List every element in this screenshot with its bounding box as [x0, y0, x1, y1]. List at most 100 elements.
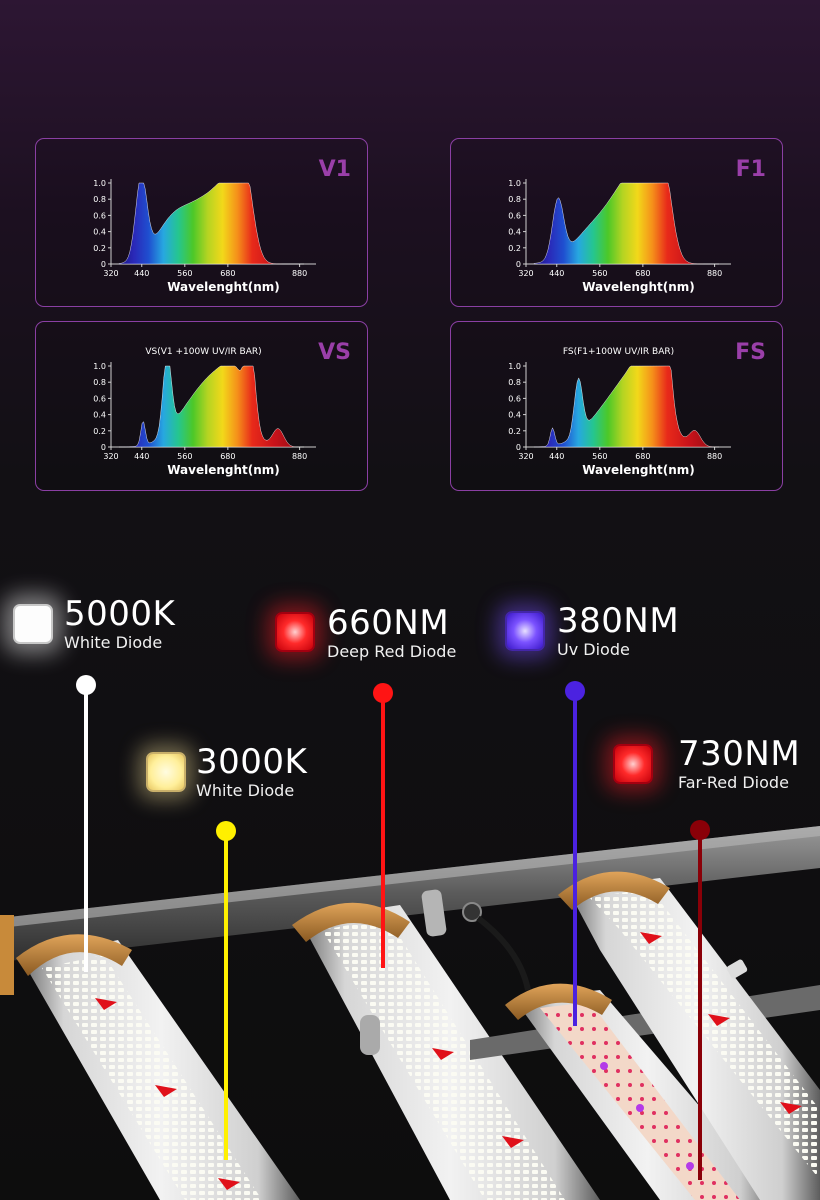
spectrum-curve	[533, 365, 720, 448]
x-tick-label: 680	[635, 452, 650, 461]
x-tick-label: 880	[292, 452, 307, 461]
x-tick-label: 560	[177, 269, 192, 278]
y-tick-label: 0	[101, 443, 106, 452]
x-axis-label: Wavelenght(nm)	[582, 280, 695, 294]
x-tick-label: 680	[220, 452, 235, 461]
y-tick-label: 0.8	[93, 195, 106, 204]
diode-value: 730NM	[678, 734, 801, 774]
light-bar-4	[558, 871, 820, 1200]
x-tick-label: 440	[134, 269, 149, 278]
diode-value: 380NM	[557, 601, 680, 641]
pin-line-730nm	[698, 830, 702, 1180]
diode-name: Far-Red Diode	[678, 773, 789, 792]
diode-label-660nm: 660NM Deep Red Diode	[327, 606, 456, 661]
x-tick-label: 560	[592, 269, 607, 278]
spectrum-curve	[118, 365, 304, 448]
diode-label-5000k: 5000K White Diode	[64, 597, 175, 652]
x-tick-label: 880	[707, 269, 722, 278]
y-tick-label: 1.0	[93, 362, 106, 371]
spectrum-chart: VS(V1 +100W UV/IR BAR) 1.0 0.8 0.6 0.4 0.2 032…	[93, 347, 316, 477]
diode-name: White Diode	[196, 781, 295, 800]
pin-dot-3000k	[216, 821, 236, 841]
x-tick-label: 320	[103, 269, 118, 278]
x-tick-label: 320	[518, 452, 533, 461]
spectrum-curve	[533, 182, 719, 265]
panel-tag: VS	[318, 340, 351, 365]
spectrum-chart: FS(F1+100W UV/IR BAR) 1.0 0.8 0.6 0.4 0.2 0320…	[508, 347, 731, 477]
light-bar-2	[292, 902, 600, 1200]
y-tick-label: 0	[516, 443, 521, 452]
x-tick-label: 680	[220, 269, 235, 278]
x-tick-label: 320	[518, 269, 533, 278]
panel-tag: V1	[318, 157, 351, 182]
pin-dot-380nm	[565, 681, 585, 701]
diode-chip-380nm	[505, 611, 545, 651]
spectrum-panel-vs: VS VS(V1 +100W UV/IR BAR) 1.0 0.8 0.6 0.4 0.2…	[35, 321, 368, 491]
y-tick-label: 0.6	[508, 394, 521, 403]
spectrum-panel-f1: F1 1.0 0.8 0.6 0.4 0.2 0 320 440 560 680 880 Wavele…	[450, 138, 783, 307]
y-tick-label: 1.0	[93, 179, 106, 188]
diode-label-730nm: 730NM Far-Red Diode	[678, 737, 800, 792]
diode-chip-3000k	[146, 752, 186, 792]
x-tick-label: 560	[592, 452, 607, 461]
pin-dot-660nm	[373, 683, 393, 703]
y-tick-label: 0.2	[93, 427, 106, 436]
diode-label-3000k: 3000K White Diode	[196, 745, 307, 800]
x-tick-label: 440	[549, 269, 564, 278]
y-tick-label: 0	[101, 260, 106, 269]
x-tick-label: 680	[635, 269, 650, 278]
y-tick-label: 0.2	[93, 244, 106, 253]
diode-value: 5000K	[64, 594, 176, 634]
y-tick-label: 0.4	[93, 411, 106, 420]
diode-name: White Diode	[64, 633, 163, 652]
diode-chip-660nm	[275, 612, 315, 652]
y-tick-label: 0.4	[508, 411, 521, 420]
pin-line-380nm	[573, 690, 577, 1026]
diode-label-380nm: 380NM Uv Diode	[557, 604, 679, 659]
y-tick-label: 0.2	[508, 427, 521, 436]
y-tick-label: 0.6	[508, 211, 521, 220]
chart-subtitle: VS(V1 +100W UV/IR BAR)	[145, 347, 261, 357]
y-tick-label: 1.0	[508, 362, 521, 371]
chart-subtitle: FS(F1+100W UV/IR BAR)	[563, 347, 674, 357]
diode-name: Uv Diode	[557, 640, 630, 659]
x-axis-label: Wavelenght(nm)	[167, 463, 280, 477]
pin-line-3000k	[224, 830, 228, 1160]
x-tick-label: 440	[134, 452, 149, 461]
y-tick-label: 0.8	[508, 195, 521, 204]
y-tick-label: 0.6	[93, 394, 106, 403]
y-tick-label: 0.6	[93, 211, 106, 220]
diode-chip-730nm	[613, 744, 653, 784]
panel-tag: F1	[735, 157, 766, 182]
panel-tag: FS	[735, 340, 766, 365]
y-tick-label: 0.2	[508, 244, 521, 253]
diode-value: 3000K	[196, 742, 308, 782]
y-tick-label: 1.0	[508, 179, 521, 188]
spectrum-panel-v1: V1 1.0 0.8 0.6 0.4 0.2 0 320 440 560 680 880 Wavele…	[35, 138, 368, 307]
pin-line-660nm	[381, 692, 385, 968]
y-tick-label: 0.8	[508, 378, 521, 387]
y-tick-label: 0	[516, 260, 521, 269]
x-tick-label: 560	[177, 452, 192, 461]
light-bar-1	[16, 934, 300, 1200]
pin-dot-730nm	[690, 820, 710, 840]
x-tick-label: 320	[103, 452, 118, 461]
pin-line-5000k	[84, 684, 88, 972]
light-bar-uv	[505, 983, 780, 1200]
x-axis-label: Wavelenght(nm)	[167, 280, 280, 294]
x-axis-label: Wavelenght(nm)	[582, 463, 695, 477]
spectrum-panel-fs: FS FS(F1+100W UV/IR BAR) 1.0 0.8 0.6 0.4 0.2 0…	[450, 321, 783, 491]
diode-name: Deep Red Diode	[327, 642, 457, 661]
pin-dot-5000k	[76, 675, 96, 695]
spectrum-curve	[118, 182, 304, 265]
x-tick-label: 880	[707, 452, 722, 461]
y-tick-label: 0.4	[93, 228, 106, 237]
x-tick-label: 440	[549, 452, 564, 461]
y-tick-label: 0.4	[508, 228, 521, 237]
y-tick-label: 0.8	[93, 378, 106, 387]
x-tick-label: 880	[292, 269, 307, 278]
diode-chip-5000k	[13, 604, 53, 644]
